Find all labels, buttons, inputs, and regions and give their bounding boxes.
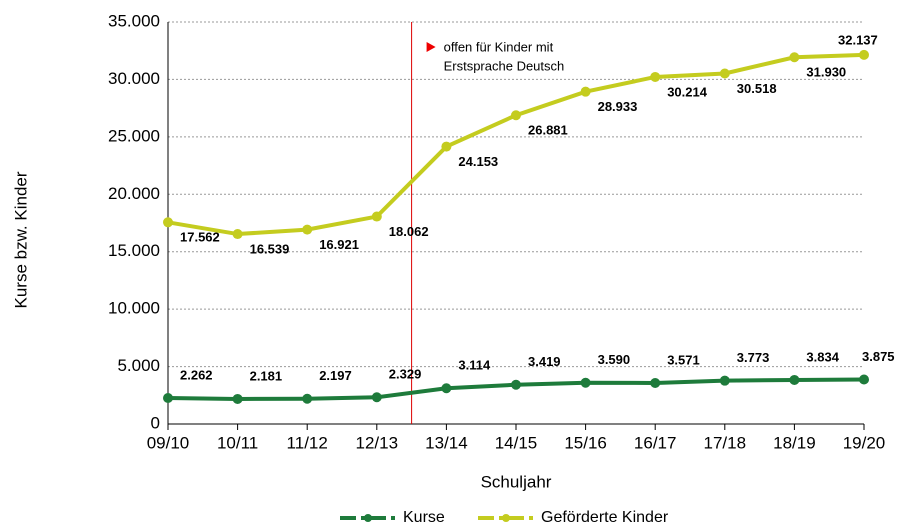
data-point: [719, 375, 730, 386]
data-point: [371, 392, 382, 403]
data-point: [650, 71, 661, 82]
data-label: 2.181: [250, 368, 283, 383]
x-tick-label: 10/11: [217, 433, 258, 452]
data-label: 31.930: [806, 65, 846, 80]
data-label: 28.933: [598, 99, 638, 114]
y-tick-label: 15.000: [108, 241, 160, 260]
data-label: 2.262: [180, 367, 213, 382]
legend-swatch-marker: [502, 514, 510, 522]
data-label: 3.419: [528, 354, 561, 369]
legend-swatch-marker: [364, 514, 372, 522]
data-label: 30.518: [737, 81, 777, 96]
y-tick-label: 0: [151, 413, 160, 432]
y-tick-label: 25.000: [108, 126, 160, 145]
annotation-text: offen für Kinder mit: [444, 39, 554, 54]
x-tick-label: 12/13: [356, 433, 399, 452]
x-tick-label: 13/14: [425, 433, 468, 452]
data-point: [789, 374, 800, 385]
data-point: [441, 141, 452, 152]
data-point: [580, 86, 591, 97]
y-tick-label: 35.000: [108, 11, 160, 30]
data-label: 26.881: [528, 123, 568, 138]
y-tick-label: 5.000: [117, 356, 160, 375]
data-label: 30.214: [667, 84, 708, 99]
data-label: 2.197: [319, 368, 352, 383]
data-label: 3.834: [806, 349, 839, 364]
data-point: [232, 393, 243, 404]
data-point: [163, 393, 173, 404]
data-point: [302, 224, 313, 235]
data-label: 3.590: [598, 352, 631, 367]
data-point: [371, 211, 382, 222]
data-label: 3.875: [862, 349, 895, 364]
x-tick-label: 19/20: [843, 433, 886, 452]
data-point: [859, 49, 869, 60]
y-axis-label: Kurse bzw. Kinder: [11, 171, 30, 308]
data-label: 3.571: [667, 352, 700, 367]
legend-label: Kurse: [403, 509, 445, 526]
x-tick-label: 09/10: [147, 433, 190, 452]
x-tick-label: 16/17: [634, 433, 677, 452]
y-tick-label: 10.000: [108, 299, 160, 318]
data-label: 2.329: [389, 367, 422, 382]
data-point: [511, 110, 521, 121]
data-label: 3.773: [737, 350, 770, 365]
data-point: [232, 229, 243, 240]
data-label: 18.062: [389, 224, 429, 239]
data-point: [650, 377, 661, 388]
x-tick-label: 15/16: [564, 433, 607, 452]
x-tick-label: 18/19: [773, 433, 816, 452]
data-point: [163, 217, 173, 228]
data-label: 16.921: [319, 237, 359, 252]
data-point: [511, 379, 521, 390]
data-point: [859, 374, 869, 385]
data-point: [789, 52, 800, 63]
y-tick-label: 30.000: [108, 69, 160, 88]
data-point: [441, 383, 452, 394]
data-label: 32.137: [838, 32, 878, 47]
x-tick-label: 17/18: [704, 433, 747, 452]
data-label: 17.562: [180, 230, 220, 245]
x-tick-label: 14/15: [495, 433, 538, 452]
data-label: 16.539: [250, 241, 290, 256]
y-tick-label: 20.000: [108, 184, 160, 203]
legend-label: Geförderte Kinder: [541, 509, 669, 526]
data-point: [302, 393, 313, 404]
annotation-marker: [426, 42, 436, 52]
data-label: 3.114: [458, 358, 491, 373]
x-tick-label: 11/12: [287, 433, 328, 452]
x-axis-label: Schuljahr: [481, 472, 552, 491]
data-point: [580, 377, 591, 388]
annotation-text: Erstsprache Deutsch: [444, 58, 565, 73]
data-label: 24.153: [458, 154, 498, 169]
data-point: [719, 68, 730, 79]
